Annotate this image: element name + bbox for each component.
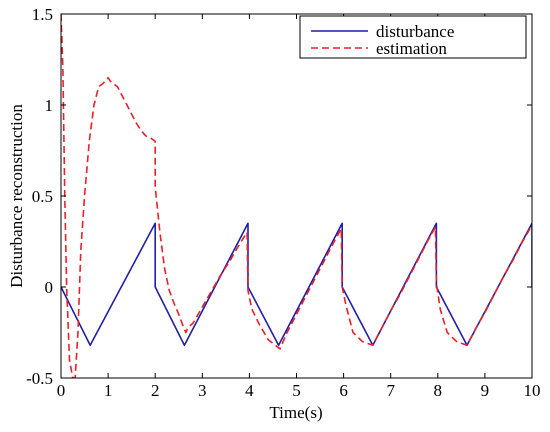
x-tick-label: 8 bbox=[434, 381, 443, 400]
x-tick-label: 4 bbox=[245, 381, 254, 400]
legend-label-disturbance: disturbance bbox=[376, 22, 454, 41]
x-axis-ticks: 0 1 2 3 4 5 6 7 8 9 10 bbox=[57, 14, 541, 400]
y-tick-label: -0.5 bbox=[26, 369, 53, 388]
legend: disturbance estimation bbox=[299, 15, 527, 59]
y-axis-title: Disturbance reconstruction bbox=[7, 104, 26, 288]
y-tick-label: 0.5 bbox=[32, 187, 53, 206]
x-tick-label: 6 bbox=[339, 381, 348, 400]
x-tick-label: 1 bbox=[104, 381, 113, 400]
x-tick-label: 10 bbox=[524, 381, 541, 400]
x-tick-label: 7 bbox=[386, 381, 395, 400]
x-tick-label: 0 bbox=[57, 381, 66, 400]
x-tick-label: 2 bbox=[151, 381, 160, 400]
series-line-disturbance bbox=[61, 222, 532, 347]
x-tick-label: 9 bbox=[481, 381, 490, 400]
x-tick-label: 3 bbox=[198, 381, 207, 400]
x-axis-title: Time(s) bbox=[269, 403, 322, 422]
plot-area bbox=[61, 14, 532, 378]
y-tick-label: 1.5 bbox=[32, 5, 53, 24]
series-line-estimation bbox=[61, 14, 532, 378]
y-axis-ticks: -0.5 0 0.5 1 1.5 bbox=[26, 5, 532, 388]
x-tick-label: 5 bbox=[292, 381, 301, 400]
y-tick-label: 1 bbox=[45, 96, 54, 115]
legend-box bbox=[299, 15, 527, 59]
legend-label-estimation: estimation bbox=[376, 39, 447, 58]
series-layer bbox=[61, 14, 532, 378]
y-tick-label: 0 bbox=[45, 278, 54, 297]
